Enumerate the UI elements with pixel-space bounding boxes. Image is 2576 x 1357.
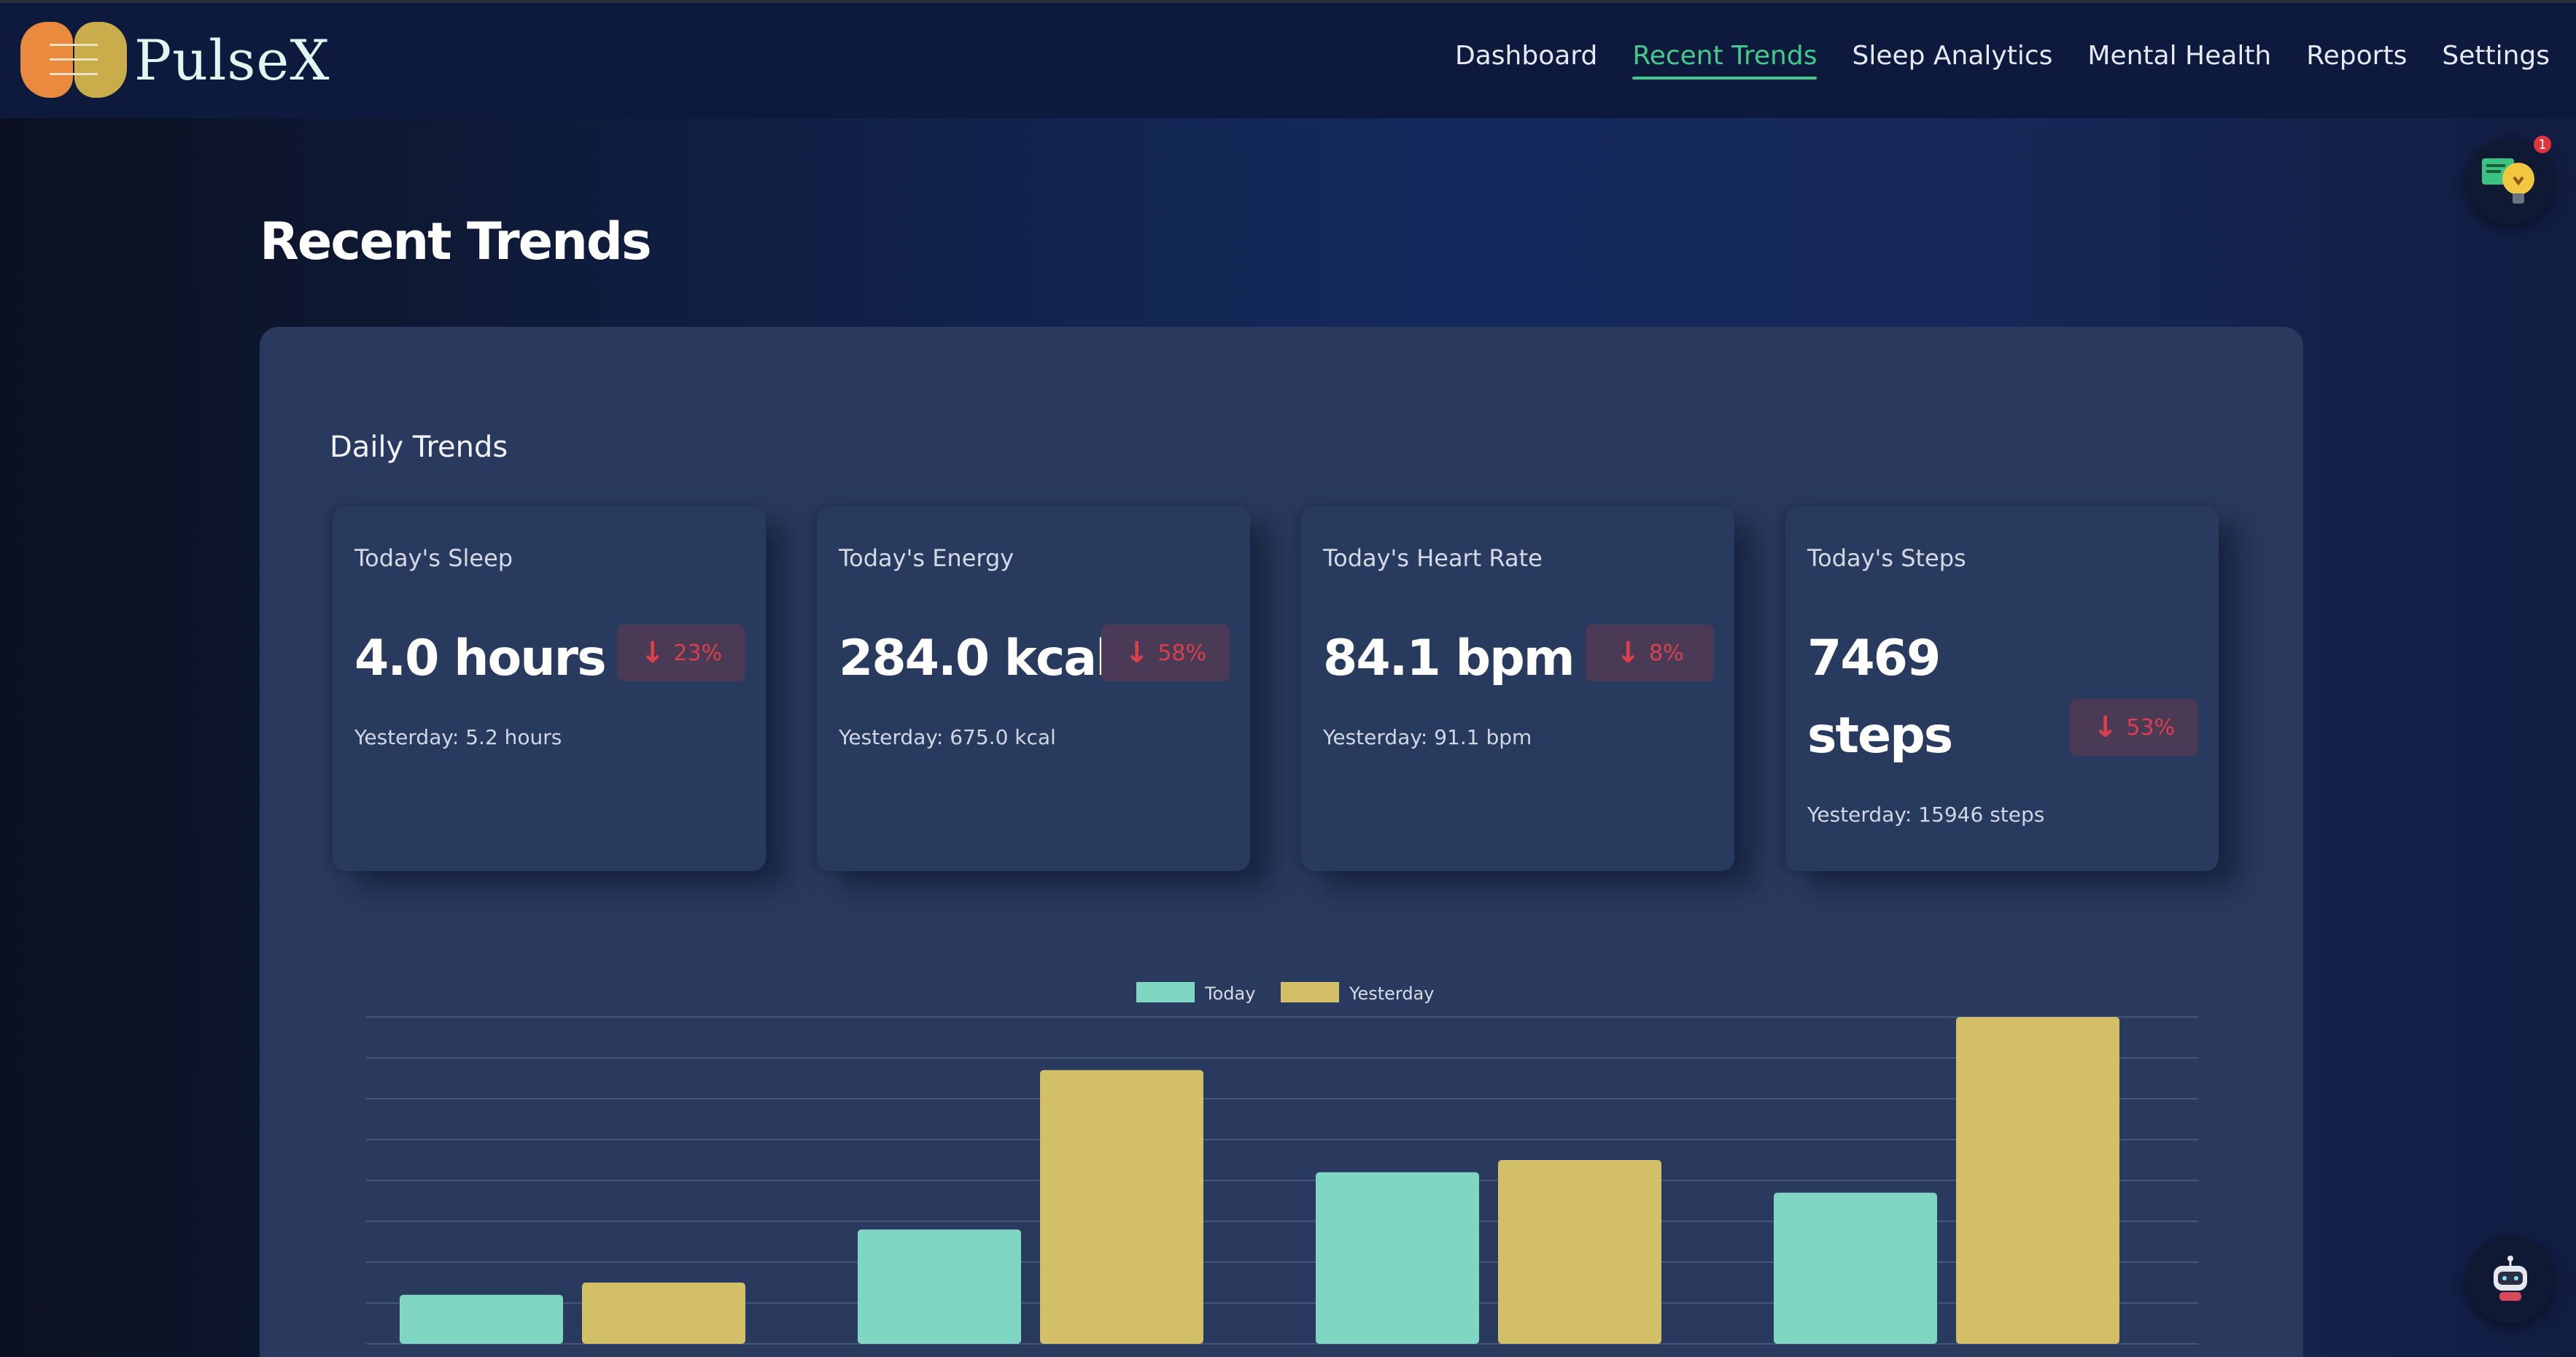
change-badge: ↓ 53% [2070, 699, 2198, 756]
card-label: Today's Sleep [354, 544, 513, 572]
arrow-down-icon: ↓ [2092, 711, 2118, 744]
trends-bar-chart: Today Yesterday [366, 982, 2198, 1345]
notification-badge: 1 [2534, 136, 2551, 153]
page-title: Recent Trends [260, 212, 652, 271]
yesterday-value: Yesterday: 675.0 kcal [839, 725, 1056, 749]
nav-mental-health[interactable]: Mental Health [2087, 41, 2272, 71]
card-value: 84.1 bpm [1323, 630, 1575, 687]
daily-trends-panel: Daily Trends Today's Sleep 4.0 hours ↓ 2… [260, 327, 2303, 1357]
nav-reports[interactable]: Reports [2306, 41, 2408, 71]
nav-settings[interactable]: Settings [2442, 41, 2550, 71]
bar-today-energy[interactable] [858, 1229, 1021, 1344]
arrow-down-icon: ↓ [1615, 636, 1640, 670]
yesterday-value: Yesterday: 5.2 hours [354, 725, 562, 749]
bar-today-steps[interactable] [1774, 1192, 1937, 1344]
change-value: 8% [1648, 640, 1684, 666]
arrow-down-icon: ↓ [1124, 636, 1149, 670]
bar-yesterday-sleep[interactable] [582, 1283, 745, 1344]
brand-name: PulseX [134, 27, 330, 93]
legend-label-yesterday[interactable]: Yesterday [1349, 983, 1435, 1004]
change-badge: ↓ 23% [617, 625, 745, 681]
change-value: 58% [1157, 640, 1207, 666]
legend-swatch-yesterday[interactable] [1281, 982, 1339, 1002]
arrow-down-icon: ↓ [640, 636, 665, 670]
main-nav: Dashboard Recent Trends Sleep Analytics … [1455, 41, 2550, 80]
card-sleep: Today's Sleep 4.0 hours ↓ 23% Yesterday:… [333, 506, 766, 871]
bar-yesterday-heart-rate[interactable] [1498, 1160, 1661, 1344]
section-title: Daily Trends [330, 430, 508, 464]
chatbot-button[interactable] [2467, 1236, 2554, 1323]
card-steps: Today's Steps 7469 steps ↓ 53% Yesterday… [1785, 506, 2219, 871]
lightbulb-icon [2482, 158, 2534, 204]
yesterday-value: Yesterday: 91.1 bpm [1323, 725, 1532, 749]
card-value: 7469 steps [1807, 630, 1953, 765]
card-value: 4.0 hours [354, 630, 607, 687]
card-label: Today's Steps [1807, 544, 1966, 572]
yesterday-value: Yesterday: 15946 steps [1807, 803, 2045, 827]
tips-button[interactable]: 1 [2467, 136, 2554, 225]
legend-swatch-today[interactable] [1136, 982, 1195, 1002]
card-energy: Today's Energy 284.0 kcal ↓ 58% Yesterda… [817, 506, 1250, 871]
nav-sleep-analytics[interactable]: Sleep Analytics [1852, 41, 2053, 71]
chart-bars [400, 1017, 2119, 1344]
chart-legend: Today Yesterday [1136, 982, 1435, 1004]
bar-yesterday-steps[interactable] [1956, 1017, 2119, 1344]
bar-yesterday-energy[interactable] [1040, 1070, 1203, 1344]
card-label: Today's Heart Rate [1323, 544, 1543, 572]
logo[interactable]: PulseX [20, 19, 330, 101]
nav-recent-trends[interactable]: Recent Trends [1632, 41, 1817, 80]
bar-today-sleep[interactable] [400, 1294, 563, 1344]
brain-logo-icon [20, 19, 128, 101]
card-heart-rate: Today's Heart Rate 84.1 bpm ↓ 8% Yesterd… [1301, 506, 1734, 871]
change-badge: ↓ 8% [1586, 625, 1714, 681]
card-value: 284.0 kcal [839, 630, 1112, 687]
legend-label-today[interactable]: Today [1204, 983, 1255, 1004]
top-navbar: PulseX Dashboard Recent Trends Sleep Ana… [0, 0, 2576, 118]
change-value: 23% [673, 640, 723, 666]
bar-today-heart-rate[interactable] [1316, 1172, 1479, 1344]
nav-dashboard[interactable]: Dashboard [1455, 41, 1598, 71]
card-label: Today's Energy [839, 544, 1015, 572]
change-badge: ↓ 58% [1101, 625, 1230, 681]
robot-icon [2494, 1256, 2527, 1301]
change-value: 53% [2126, 714, 2176, 741]
